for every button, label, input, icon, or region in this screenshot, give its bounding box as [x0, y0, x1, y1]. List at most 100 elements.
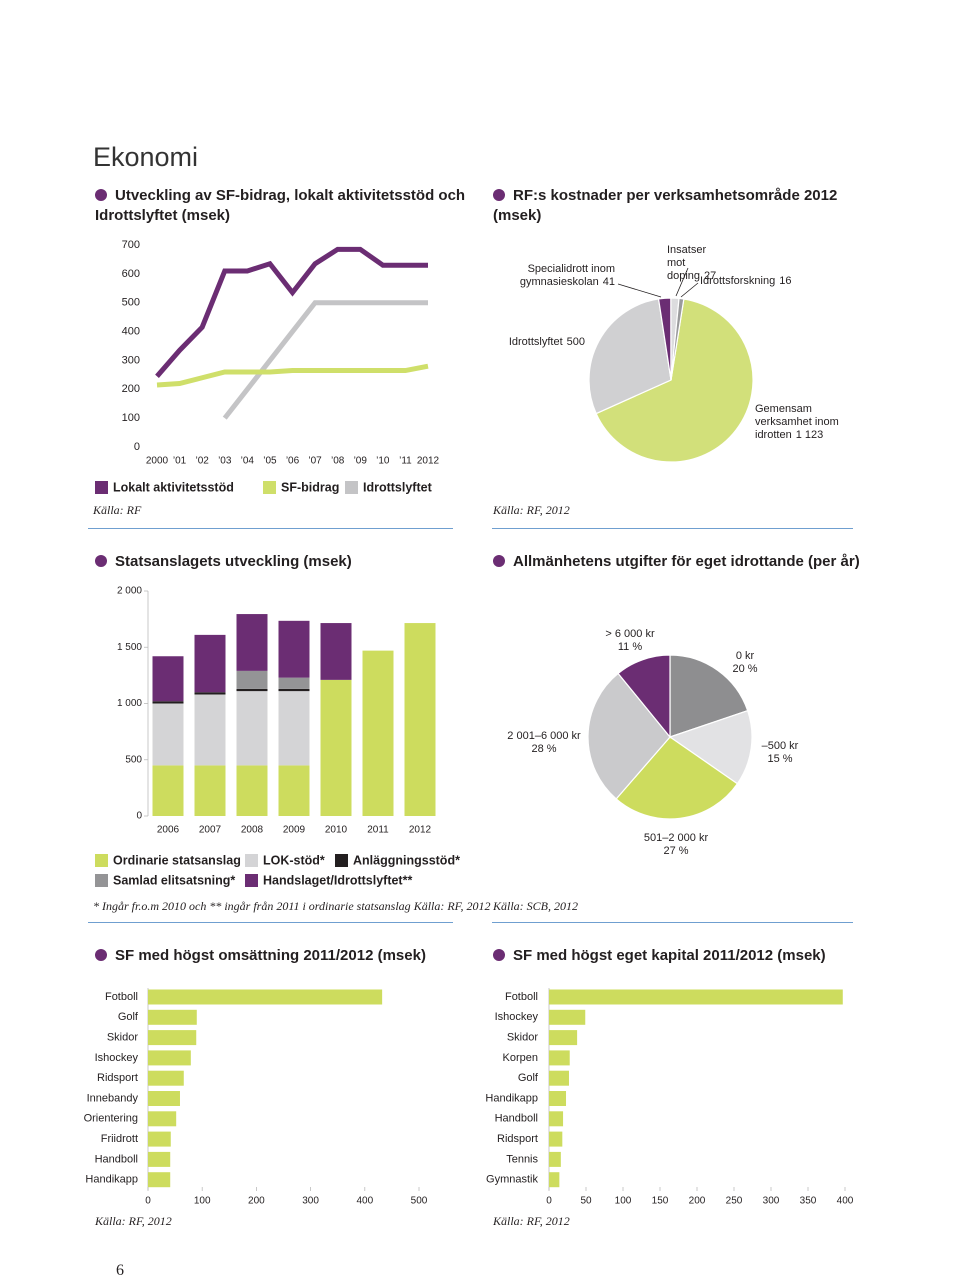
slice-name: Idrottsforskning: [700, 275, 776, 287]
category-label: Ridsport: [497, 1133, 538, 1145]
bar-segment: [152, 765, 184, 816]
category-label: Handboll: [95, 1153, 138, 1165]
separator: [88, 528, 453, 529]
bar: [148, 1030, 197, 1046]
bar-segment: [236, 670, 268, 689]
pie-slice: [595, 298, 754, 463]
category-label: Tennis: [506, 1153, 538, 1165]
slice-name: 2 001–6 000 kr: [507, 730, 581, 742]
legend-swatch: [95, 874, 108, 887]
x-tick-label: ’05: [263, 456, 277, 467]
bar: [549, 1151, 561, 1167]
line: [156, 363, 429, 388]
category-label: Ridsport: [97, 1072, 138, 1084]
category-label: Orientering: [84, 1113, 138, 1125]
bar: [549, 1009, 586, 1025]
bar-segment: [278, 620, 310, 678]
x-tick-label: 300: [763, 1196, 780, 1207]
x-tick-label: ’09: [354, 456, 368, 467]
bar-segment: [194, 692, 226, 695]
bar: [549, 989, 843, 1005]
y-tick-label: 1 000: [117, 698, 142, 709]
chart-title: Statsanslagets utveckling (msek): [95, 552, 495, 572]
bar: [549, 1172, 560, 1188]
legend-label: Ordinarie statsanslag: [113, 853, 241, 867]
slice-name: 0 kr: [735, 650, 755, 662]
x-tick-label: 400: [837, 1196, 854, 1207]
x-tick-label: 400: [356, 1196, 373, 1207]
bar-segment: [194, 765, 226, 816]
x-tick-label: 250: [726, 1196, 743, 1207]
slice-label: 2 001–6 000 kr 28 %: [504, 730, 584, 756]
bar: [148, 1131, 171, 1147]
x-tick-label: 50: [580, 1196, 592, 1207]
legend-swatch: [345, 481, 358, 494]
x-tick-label: 300: [302, 1196, 319, 1207]
legend-swatch: [245, 874, 258, 887]
bar-segment: [194, 694, 226, 766]
source: Källa: RF, 2012: [95, 1214, 172, 1228]
x-tick-label: 2000: [146, 456, 169, 467]
bar: [549, 1131, 563, 1147]
x-tick-label: 150: [652, 1196, 669, 1207]
pie-slice: [615, 736, 739, 820]
bar-segment: [236, 765, 268, 816]
x-tick-label: 2012: [417, 456, 440, 467]
pie-slice: [587, 672, 671, 800]
separator: [492, 528, 853, 529]
x-tick-label: 100: [615, 1196, 632, 1207]
pie-slice: [617, 654, 671, 739]
category-label: Gymnastik: [486, 1174, 538, 1186]
x-tick-label: 0: [145, 1196, 151, 1207]
slice-name: –500 kr: [761, 740, 799, 752]
slice-name: > 6 000 kr: [605, 628, 655, 640]
leader-line: [617, 283, 662, 298]
category-label: Ishockey: [95, 1052, 139, 1064]
slice-value: 28 %: [531, 743, 557, 755]
bar-segment: [404, 623, 436, 816]
x-tick-label: 500: [411, 1196, 428, 1207]
pie-slice: [588, 298, 672, 415]
legend-swatch: [95, 481, 108, 494]
category-label: Fotboll: [105, 991, 138, 1003]
y-tick-label: 1 500: [117, 642, 142, 653]
note-text: * Ingår fr.o.m 2010 och ** ingår från 20…: [93, 899, 411, 913]
slice-value: 16: [779, 275, 792, 287]
x-tick-label: 350: [800, 1196, 817, 1207]
bar: [148, 989, 383, 1005]
bar: [148, 1009, 197, 1025]
bar: [549, 1091, 567, 1106]
legend-swatch: [335, 854, 348, 867]
chart-title: RF:s kostnader per verksamhetsområde 201…: [493, 186, 873, 226]
x-tick-label: 2011: [367, 825, 389, 836]
legend-label: Lokalt aktivitetsstöd: [113, 480, 234, 494]
bar-segment: [320, 679, 352, 816]
x-tick-label: 200: [248, 1196, 265, 1207]
chart-title: Utveckling av SF-bidrag, lokalt aktivite…: [95, 186, 475, 226]
category-label: Fotboll: [505, 991, 538, 1003]
legend-label: SF-bidrag: [281, 480, 339, 494]
x-tick-label: ’02: [195, 456, 209, 467]
x-tick-label: 2009: [283, 825, 306, 836]
y-tick-label: 0: [134, 441, 140, 453]
slice-name: 501–2 000 kr: [643, 832, 709, 844]
x-tick-label: 2006: [157, 825, 180, 836]
bar-segment: [278, 691, 310, 766]
x-tick-label: ’04: [241, 456, 255, 467]
slice-label: Gemensam verksamhet inom idrotten 1 123: [755, 403, 865, 442]
x-tick-label: 200: [689, 1196, 706, 1207]
slice-name: Gemensam verksamhet inom idrotten: [755, 403, 839, 441]
bar: [148, 1111, 177, 1127]
category-label: Skidor: [107, 1032, 139, 1044]
x-tick-label: 0: [546, 1196, 552, 1207]
chart-title: SF med högst eget kapital 2011/2012 (mse…: [493, 946, 913, 966]
bar-segment: [320, 623, 352, 680]
y-tick-label: 700: [122, 239, 140, 251]
x-tick-label: 2012: [409, 825, 432, 836]
slice-value: 20 %: [732, 663, 758, 675]
chart-title: SF med högst omsättning 2011/2012 (msek): [95, 946, 495, 966]
category-label: Golf: [118, 1011, 139, 1023]
source: Källa: RF, 2012: [493, 503, 570, 517]
bar: [549, 1111, 564, 1127]
